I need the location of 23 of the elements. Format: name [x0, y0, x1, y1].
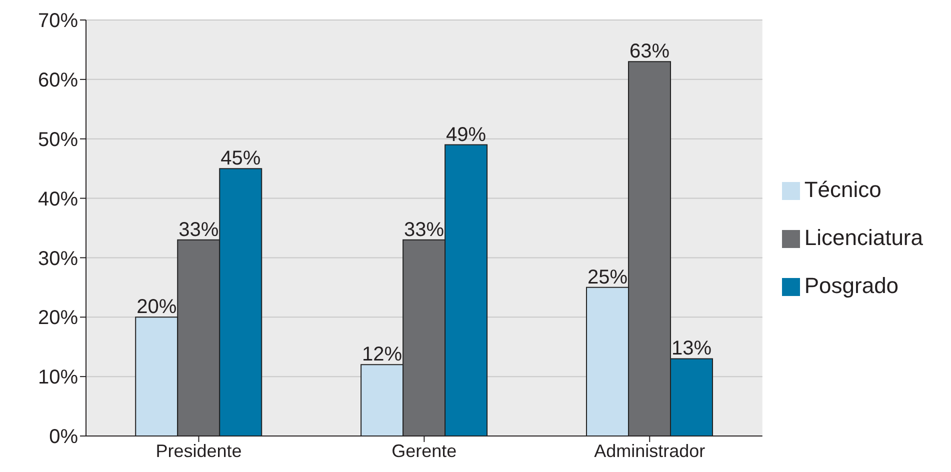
- x-tick-label: Gerente: [392, 440, 457, 461]
- data-label: 20%: [136, 296, 177, 318]
- data-label: 33%: [404, 218, 444, 241]
- y-tick-label: 40%: [38, 188, 78, 210]
- data-label: 45%: [220, 148, 261, 170]
- legend-label: Licenciatura: [804, 225, 923, 250]
- y-tick-label: 0%: [49, 426, 78, 448]
- x-tick-label: Presidente: [156, 440, 242, 461]
- data-label: 63%: [629, 40, 670, 63]
- y-tick-label: 50%: [38, 128, 78, 151]
- y-tick-label: 70%: [38, 10, 78, 32]
- data-label: 33%: [178, 218, 219, 241]
- y-tick-label: 10%: [38, 366, 78, 389]
- data-label: 13%: [671, 338, 712, 360]
- y-tick-label: 60%: [38, 70, 78, 92]
- data-label: 12%: [362, 344, 402, 366]
- y-tick-label: 30%: [38, 248, 78, 270]
- legend-label: Posgrado: [804, 273, 899, 298]
- legend-label: Técnico: [804, 177, 882, 202]
- y-tick-label: 20%: [38, 307, 78, 330]
- x-tick-label: Administrador: [594, 440, 706, 461]
- data-label: 49%: [446, 124, 486, 146]
- data-label: 25%: [587, 266, 628, 288]
